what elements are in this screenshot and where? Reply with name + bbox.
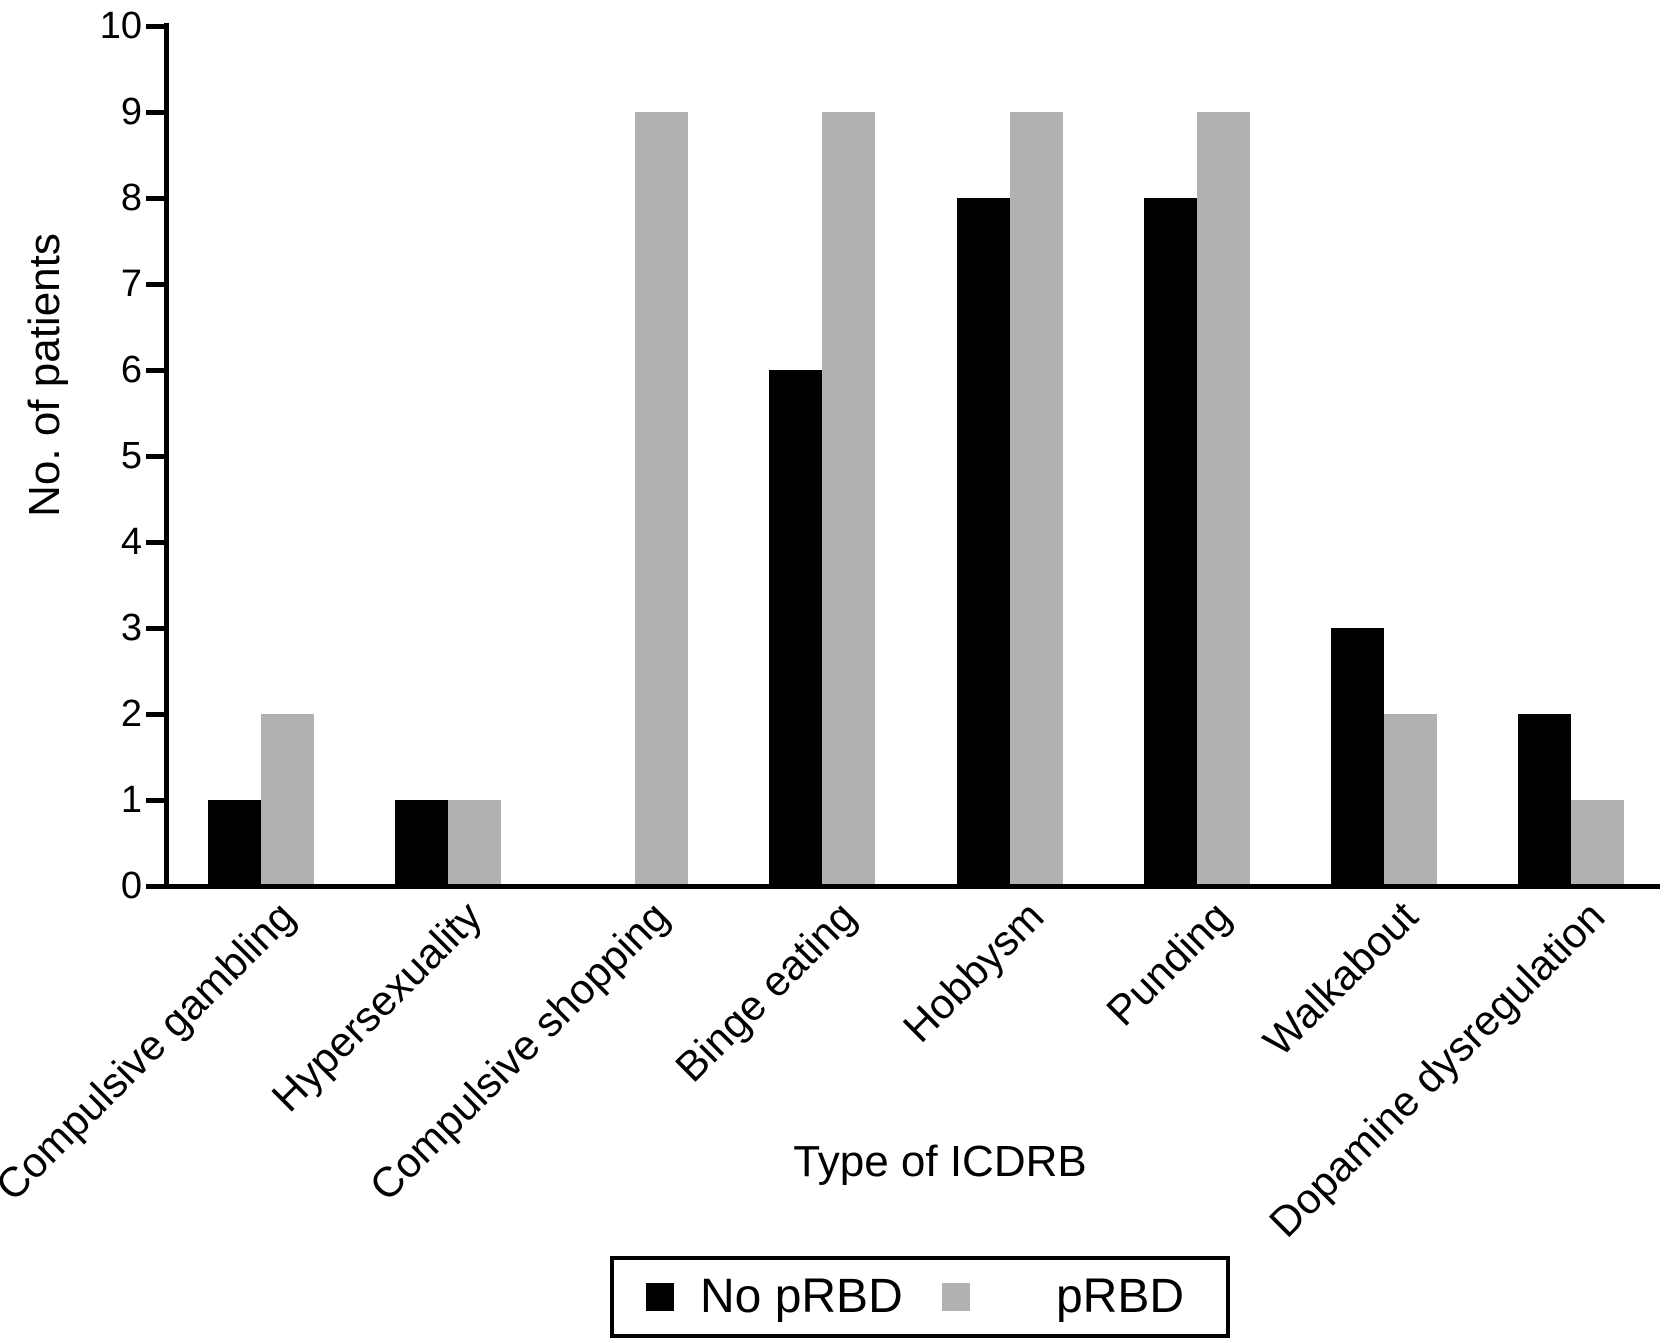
bar-prbd-binge-eating <box>822 112 876 886</box>
bar-prbd-walkabout <box>1383 714 1437 886</box>
y-axis-tick-label: 10 <box>99 5 142 47</box>
bar-no-prbd-walkabout <box>1330 628 1384 886</box>
legend-label-prbd: pRBD <box>1055 1270 1184 1323</box>
bar-prbd-dopamine-dysregulation <box>1571 800 1624 886</box>
y-axis-tick-label: 9 <box>120 91 142 133</box>
bar-no-prbd-binge-eating <box>769 370 823 886</box>
y-axis-tick <box>146 626 169 631</box>
y-axis-tick <box>146 110 169 115</box>
y-axis-tick-label: 8 <box>120 177 142 219</box>
y-axis-tick-label: 2 <box>120 693 142 735</box>
legend-label-no-prbd: No pRBD <box>700 1270 903 1323</box>
y-axis-tick <box>146 196 169 201</box>
y-axis-tick-label: 0 <box>120 865 142 907</box>
bar-prbd-compulsive-gambling <box>261 714 314 886</box>
y-axis-tick-label: 5 <box>120 435 142 477</box>
y-axis-title: No. of patients <box>20 233 69 517</box>
bar-prbd-hobbysm <box>1009 112 1063 886</box>
bar-no-prbd-compulsive-gambling <box>208 800 261 886</box>
bar-no-prbd-hobbysm <box>956 198 1010 886</box>
bar-prbd-hypersexuality <box>448 800 502 886</box>
bar-no-prbd-dopamine-dysregulation <box>1518 714 1571 886</box>
y-axis-tick <box>146 798 169 803</box>
y-axis-tick <box>146 712 169 717</box>
legend-swatch-no-prbd <box>646 1283 674 1311</box>
x-axis-line <box>164 884 1660 889</box>
y-axis-tick-label: 1 <box>120 779 142 821</box>
y-axis-tick <box>146 282 169 287</box>
bar-no-prbd-hypersexuality <box>395 800 449 886</box>
y-axis-tick-label: 3 <box>120 607 142 649</box>
bar-no-prbd-punding <box>1143 198 1197 886</box>
y-axis-tick <box>146 884 169 889</box>
y-axis-tick <box>146 24 169 29</box>
legend-swatch-prbd <box>941 1283 970 1311</box>
y-axis-tick-label: 6 <box>120 349 142 391</box>
bar-prbd-compulsive-shopping <box>635 112 689 886</box>
x-axis-title: Type of ICDRB <box>793 1137 1087 1186</box>
y-axis-tick <box>146 540 169 545</box>
bar-prbd-punding <box>1196 112 1250 886</box>
y-axis-tick-label: 7 <box>120 263 142 305</box>
y-axis-tick <box>146 368 169 373</box>
y-axis-tick-label: 4 <box>120 521 142 563</box>
y-axis-tick <box>146 454 169 459</box>
legend: No pRBD pRBD <box>610 1256 1230 1338</box>
